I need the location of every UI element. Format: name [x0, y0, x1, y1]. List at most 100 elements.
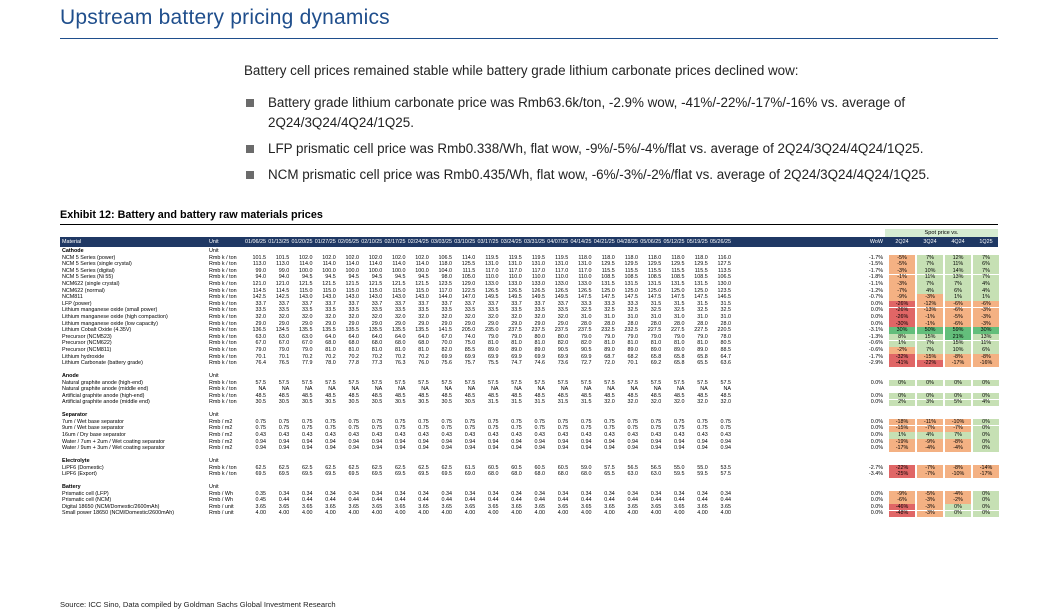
price-cell: 64.0: [325, 333, 336, 340]
heat-cell-bg: [889, 497, 915, 504]
heat-cell-bg: [917, 314, 943, 321]
price-cell: 0.94: [325, 438, 336, 445]
page-title: Upstream battery pricing dynamics: [60, 6, 390, 29]
section-unit-label: Unit: [209, 248, 219, 254]
heat-cell-bg: [945, 419, 971, 426]
price-cell: 67.0: [255, 340, 267, 347]
price-cell: 33.7: [488, 300, 499, 307]
quarter-change-cell: -7%: [897, 287, 907, 294]
price-cell: 0.94: [371, 445, 383, 452]
heat-cell-bg: [973, 274, 999, 281]
wow-cell: 0.0%: [870, 490, 883, 497]
price-cell: 30.5: [441, 399, 453, 406]
row-unit: Rmb k / ton: [209, 340, 237, 347]
price-cell: 48.5: [441, 392, 453, 399]
quarter-change-cell: 11%: [924, 274, 936, 281]
price-cell: 68.0: [488, 471, 499, 478]
price-cell: 57.5: [325, 379, 336, 386]
price-cell: 0.94: [720, 445, 732, 452]
heat-cell-bg: [917, 510, 943, 517]
price-cell: 79.0: [697, 333, 708, 340]
price-cell: 141.5: [438, 327, 453, 334]
row-unit: Rmb k / ton: [209, 314, 237, 320]
heat-cell-bg: [917, 490, 943, 498]
heat-cell-bg: [973, 432, 999, 439]
row-material: Lithium manganese oxide (low capacity): [62, 320, 158, 327]
price-cell: 81.0: [488, 340, 499, 347]
title-divider: [60, 38, 998, 39]
price-cell: 89.0: [488, 347, 499, 353]
price-cell: 0.34: [604, 490, 615, 497]
price-cell: 149.5: [508, 294, 522, 301]
price-cell: 29.0: [371, 320, 383, 327]
price-cell: 33.5: [488, 307, 499, 314]
price-cell: 32.0: [255, 314, 267, 320]
price-cell: 65.8: [674, 360, 685, 367]
quarter-change-cell: 11%: [980, 340, 992, 347]
quarter-change-cell: 21%: [952, 333, 964, 340]
quarter-change-cell: 0%: [898, 392, 906, 399]
heat-cell-bg: [945, 445, 971, 452]
price-cell: 0.43: [488, 432, 499, 438]
row-unit: Rmb k / ton: [209, 327, 237, 334]
row-material: 7um / Wet base separator: [62, 418, 124, 425]
price-cell: 129.5: [624, 261, 639, 268]
price-cell: 62.5: [348, 464, 360, 471]
price-cell: 121.5: [345, 281, 360, 287]
wow-cell: -1.7%: [868, 254, 883, 261]
price-cell: 0.44: [488, 497, 499, 504]
price-cell: 0.34: [650, 490, 662, 497]
price-cell: 102.0: [415, 254, 429, 261]
price-cell: 68.2: [627, 353, 639, 360]
row-unit: Rmb k / ton: [209, 287, 237, 294]
price-cell: 3.65: [557, 503, 569, 510]
price-cell: 3.65: [255, 503, 267, 510]
bullet-item: Battery grade lithium carbonate price wa…: [244, 93, 964, 133]
price-cell: 31.5: [674, 300, 685, 307]
price-cell: 116.0: [717, 254, 731, 261]
price-cell: 115.5: [671, 267, 685, 274]
price-cell: 232.5: [601, 327, 615, 334]
price-cell: 33.5: [511, 307, 522, 314]
price-cell: 65.8: [697, 353, 708, 360]
price-cell: 68.0: [325, 340, 336, 347]
header-quarter: 2Q24: [895, 239, 909, 245]
heat-cell-bg: [889, 445, 915, 452]
price-cell: 114.0: [415, 261, 429, 268]
quarter-change-cell: 7%: [982, 254, 990, 261]
price-cell: 79.0: [255, 347, 267, 353]
section-title: Cathode: [62, 248, 84, 254]
price-cell: 123.5: [438, 281, 453, 287]
header-date: 01/06/25: [245, 239, 266, 245]
price-cell: NA: [351, 386, 360, 393]
price-cell: 105.0: [461, 274, 476, 281]
price-cell: 0.34: [534, 490, 546, 497]
price-cell: NA: [677, 386, 685, 393]
price-cell: 62.5: [278, 464, 290, 471]
price-cell: 121.5: [322, 281, 336, 287]
header-date: 02/17/25: [384, 239, 406, 245]
price-cell: 0.44: [697, 497, 708, 504]
heat-cell-bg: [973, 320, 999, 328]
price-cell: 227.5: [671, 327, 685, 334]
price-cell: NA: [374, 386, 383, 393]
price-cell: 115.5: [694, 267, 708, 274]
price-cell: 3.65: [278, 503, 290, 510]
price-cell: 68.0: [418, 340, 429, 347]
row-unit: Rmb / m2: [209, 445, 233, 452]
quarter-change-cell: -6%: [953, 307, 963, 314]
price-cell: 63.6: [720, 360, 732, 367]
heat-cell-bg: [889, 294, 915, 301]
price-cell: 0.75: [441, 418, 453, 425]
bullet-item: LFP prismatic cell price was Rmb0.338/Wh…: [244, 139, 964, 159]
price-cell: 57.5: [604, 464, 615, 471]
price-cell: 90.5: [581, 347, 592, 353]
heat-cell-bg: [917, 261, 943, 268]
quarter-change-cell: -5%: [953, 314, 963, 320]
price-cell: 102.0: [368, 254, 383, 261]
price-cell: 142.5: [252, 294, 267, 301]
heat-cell-bg: [889, 510, 915, 517]
price-cell: 0.34: [488, 490, 499, 497]
price-cell: 68.0: [581, 471, 592, 478]
price-cell: 0.75: [348, 425, 360, 432]
